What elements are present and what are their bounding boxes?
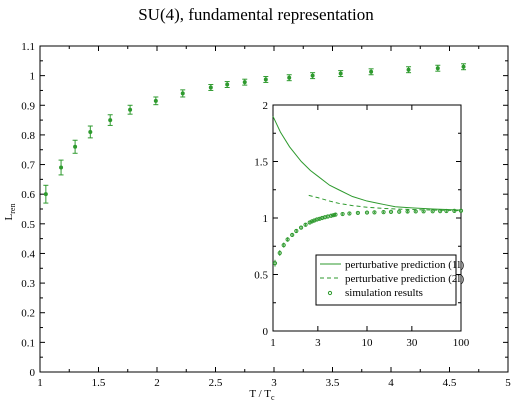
y-axis-title: Lren [3,204,17,221]
inset-series-line-1 [272,116,462,211]
data-point [225,82,230,87]
inset-data-point [397,209,402,214]
data-point [406,67,411,72]
data-point [108,118,113,123]
y-tick-label: 0.5 [21,219,35,231]
inset-legend: perturbative prediction (1l) perturbative… [315,254,464,306]
legend-entry-3: simulation results [345,287,423,299]
y-tick-label: 1 [30,71,36,83]
inset-y-tick-label: 0 [263,326,269,338]
inset-y-tick-label: 1.5 [254,157,268,169]
data-point [310,73,315,78]
inset-data-point [298,225,304,230]
main-x-axis: 1 1.5 2 2.5 3 3.5 4 4.5 5 [37,46,511,389]
x-tick-label: 4.5 [443,377,457,389]
inset-x-tick-label: 3 [315,337,321,349]
inset-x-axis: 1 3 10 30 100 [270,105,470,349]
legend-swatch-markers [327,290,333,296]
inset-y-tick-label: 1 [263,213,269,225]
inset-data-point [444,208,449,214]
x-axis-title-sub: c [271,393,275,402]
inset-data-point [285,237,290,242]
data-point [435,66,440,71]
data-point [43,192,48,197]
inset-data-point [372,210,377,215]
y-tick-label: 0.4 [21,248,35,260]
inset-data-point [272,261,278,266]
y-tick-label: 1.1 [21,41,35,53]
inset-data-point [333,212,338,217]
x-tick-label: 1.5 [92,377,106,389]
inset-y-tick-label: 2 [263,100,269,112]
legend-entry-2: perturbative prediction (2l) [345,273,464,285]
x-tick-label: 2.5 [209,377,223,389]
y-tick-label: 0.2 [21,308,35,320]
data-point [287,75,292,80]
y-tick-label: 0.9 [21,100,35,112]
data-point [263,77,268,82]
inset-data-point [281,243,286,248]
inset-data-point [347,211,352,216]
y-axis-title-main: L [3,213,15,220]
inset-x-tick-label: 30 [406,337,418,349]
y-tick-label: 0.7 [21,160,35,172]
data-point [73,144,78,149]
data-point [208,85,213,90]
inset-y-tick-label: 0.5 [254,270,268,282]
y-tick-label: 0.8 [21,130,35,142]
inset-data-point [364,210,370,215]
inset-data-point [340,211,345,217]
y-tick-label: 0 [30,367,36,379]
inset-data-point [303,222,308,227]
data-point [180,91,185,96]
x-tick-label: 2 [154,377,160,389]
y-tick-label: 0.6 [21,189,35,201]
inset-data-series [272,116,464,267]
inset-data-point [388,209,394,214]
inset-x-tick-label: 10 [362,337,374,349]
inset-data-point [452,208,457,213]
x-tick-label: 4 [388,377,394,389]
x-tick-label: 3.5 [326,377,340,389]
inset-data-point [458,208,464,213]
inset-data-point [413,209,418,214]
inset-series-line-2 [308,194,462,212]
main-data-series [43,63,467,204]
y-axis-title-sub: ren [8,204,17,214]
inset-data-point [381,210,386,215]
inset-data-point [309,219,315,224]
inset-x-tick-label: 100 [453,337,470,349]
inset-data-point [294,228,299,234]
data-point [153,98,158,103]
inset-data-point [421,209,426,214]
x-axis-title: T / Tc [249,388,275,402]
legend-box [315,254,457,306]
x-tick-label: 5 [505,377,511,389]
x-tick-label: 3 [271,377,277,389]
inset-data-point [405,209,410,214]
inset-data-point [430,209,435,214]
x-tick-label: 1 [37,377,43,389]
inset-data-point [328,213,334,218]
data-point [338,71,343,76]
inset-y-axis: 0 0.5 1 1.5 2 [254,100,461,338]
inset-data-point [277,250,282,256]
data-point [369,69,374,74]
y-tick-label: 0.1 [21,337,35,349]
inset-data-point [355,210,360,216]
legend-entry-1: perturbative prediction (1l) [345,259,464,271]
inset-data-point [438,209,443,214]
chart-title: SU(4), fundamental representation [138,5,374,24]
data-point [88,129,93,134]
data-point [128,107,133,112]
data-point [242,80,247,85]
x-axis-title-main: T / T [249,388,271,400]
main-y-axis: 0 0.1 0.2 0.3 0.4 0.5 0.6 0.7 0.8 0.9 1 1.1 [21,41,508,379]
data-point [59,165,64,170]
data-point [461,64,466,69]
y-tick-label: 0.3 [21,278,35,290]
inset-x-tick-label: 1 [270,337,276,349]
inset-data-point [290,232,295,238]
